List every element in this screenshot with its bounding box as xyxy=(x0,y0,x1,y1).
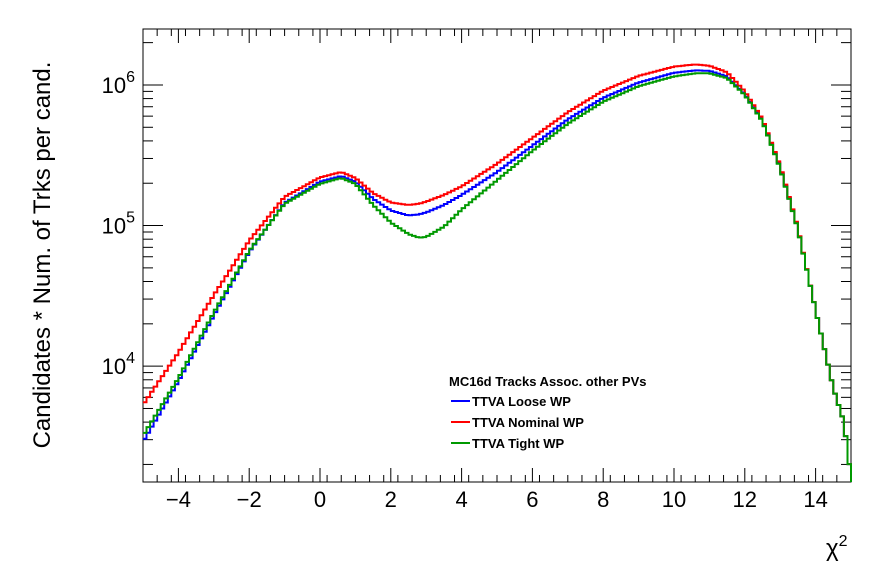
y-tick-label: 105 xyxy=(102,210,135,239)
x-tick-label: 6 xyxy=(526,487,538,512)
series-line xyxy=(143,63,852,482)
legend-header: MC16d Tracks Assoc. other PVs xyxy=(449,374,647,389)
x-tick-label: 8 xyxy=(597,487,609,512)
y-axis-title: Candidates * Num. of Trks per cand. xyxy=(29,62,56,449)
y-axis-ticks: 104 105 106 xyxy=(102,42,851,465)
series-line xyxy=(143,72,852,482)
legend: MC16d Tracks Assoc. other PVs TTVA Loose… xyxy=(449,374,647,451)
y-tick-label: 104 xyxy=(102,350,135,379)
x-tick-label: 14 xyxy=(803,487,827,512)
x-tick-label: 2 xyxy=(385,487,397,512)
x-axis-ticks: −4 −2 0 2 4 6 8 10 12 14 xyxy=(142,29,852,512)
legend-entry: TTVA Nominal WP xyxy=(472,415,584,430)
x-tick-label: 4 xyxy=(455,487,467,512)
x-axis-title: χ2 xyxy=(826,533,848,562)
legend-entry: TTVA Loose WP xyxy=(472,394,571,409)
x-tick-label: 12 xyxy=(733,487,757,512)
y-tick-label: 106 xyxy=(102,69,135,98)
legend-entry: TTVA Tight WP xyxy=(472,436,565,451)
x-tick-label: 0 xyxy=(314,487,326,512)
series-layer xyxy=(143,63,852,482)
x-tick-label: 10 xyxy=(662,487,686,512)
x-tick-label: −4 xyxy=(166,487,191,512)
x-tick-label: −2 xyxy=(237,487,262,512)
